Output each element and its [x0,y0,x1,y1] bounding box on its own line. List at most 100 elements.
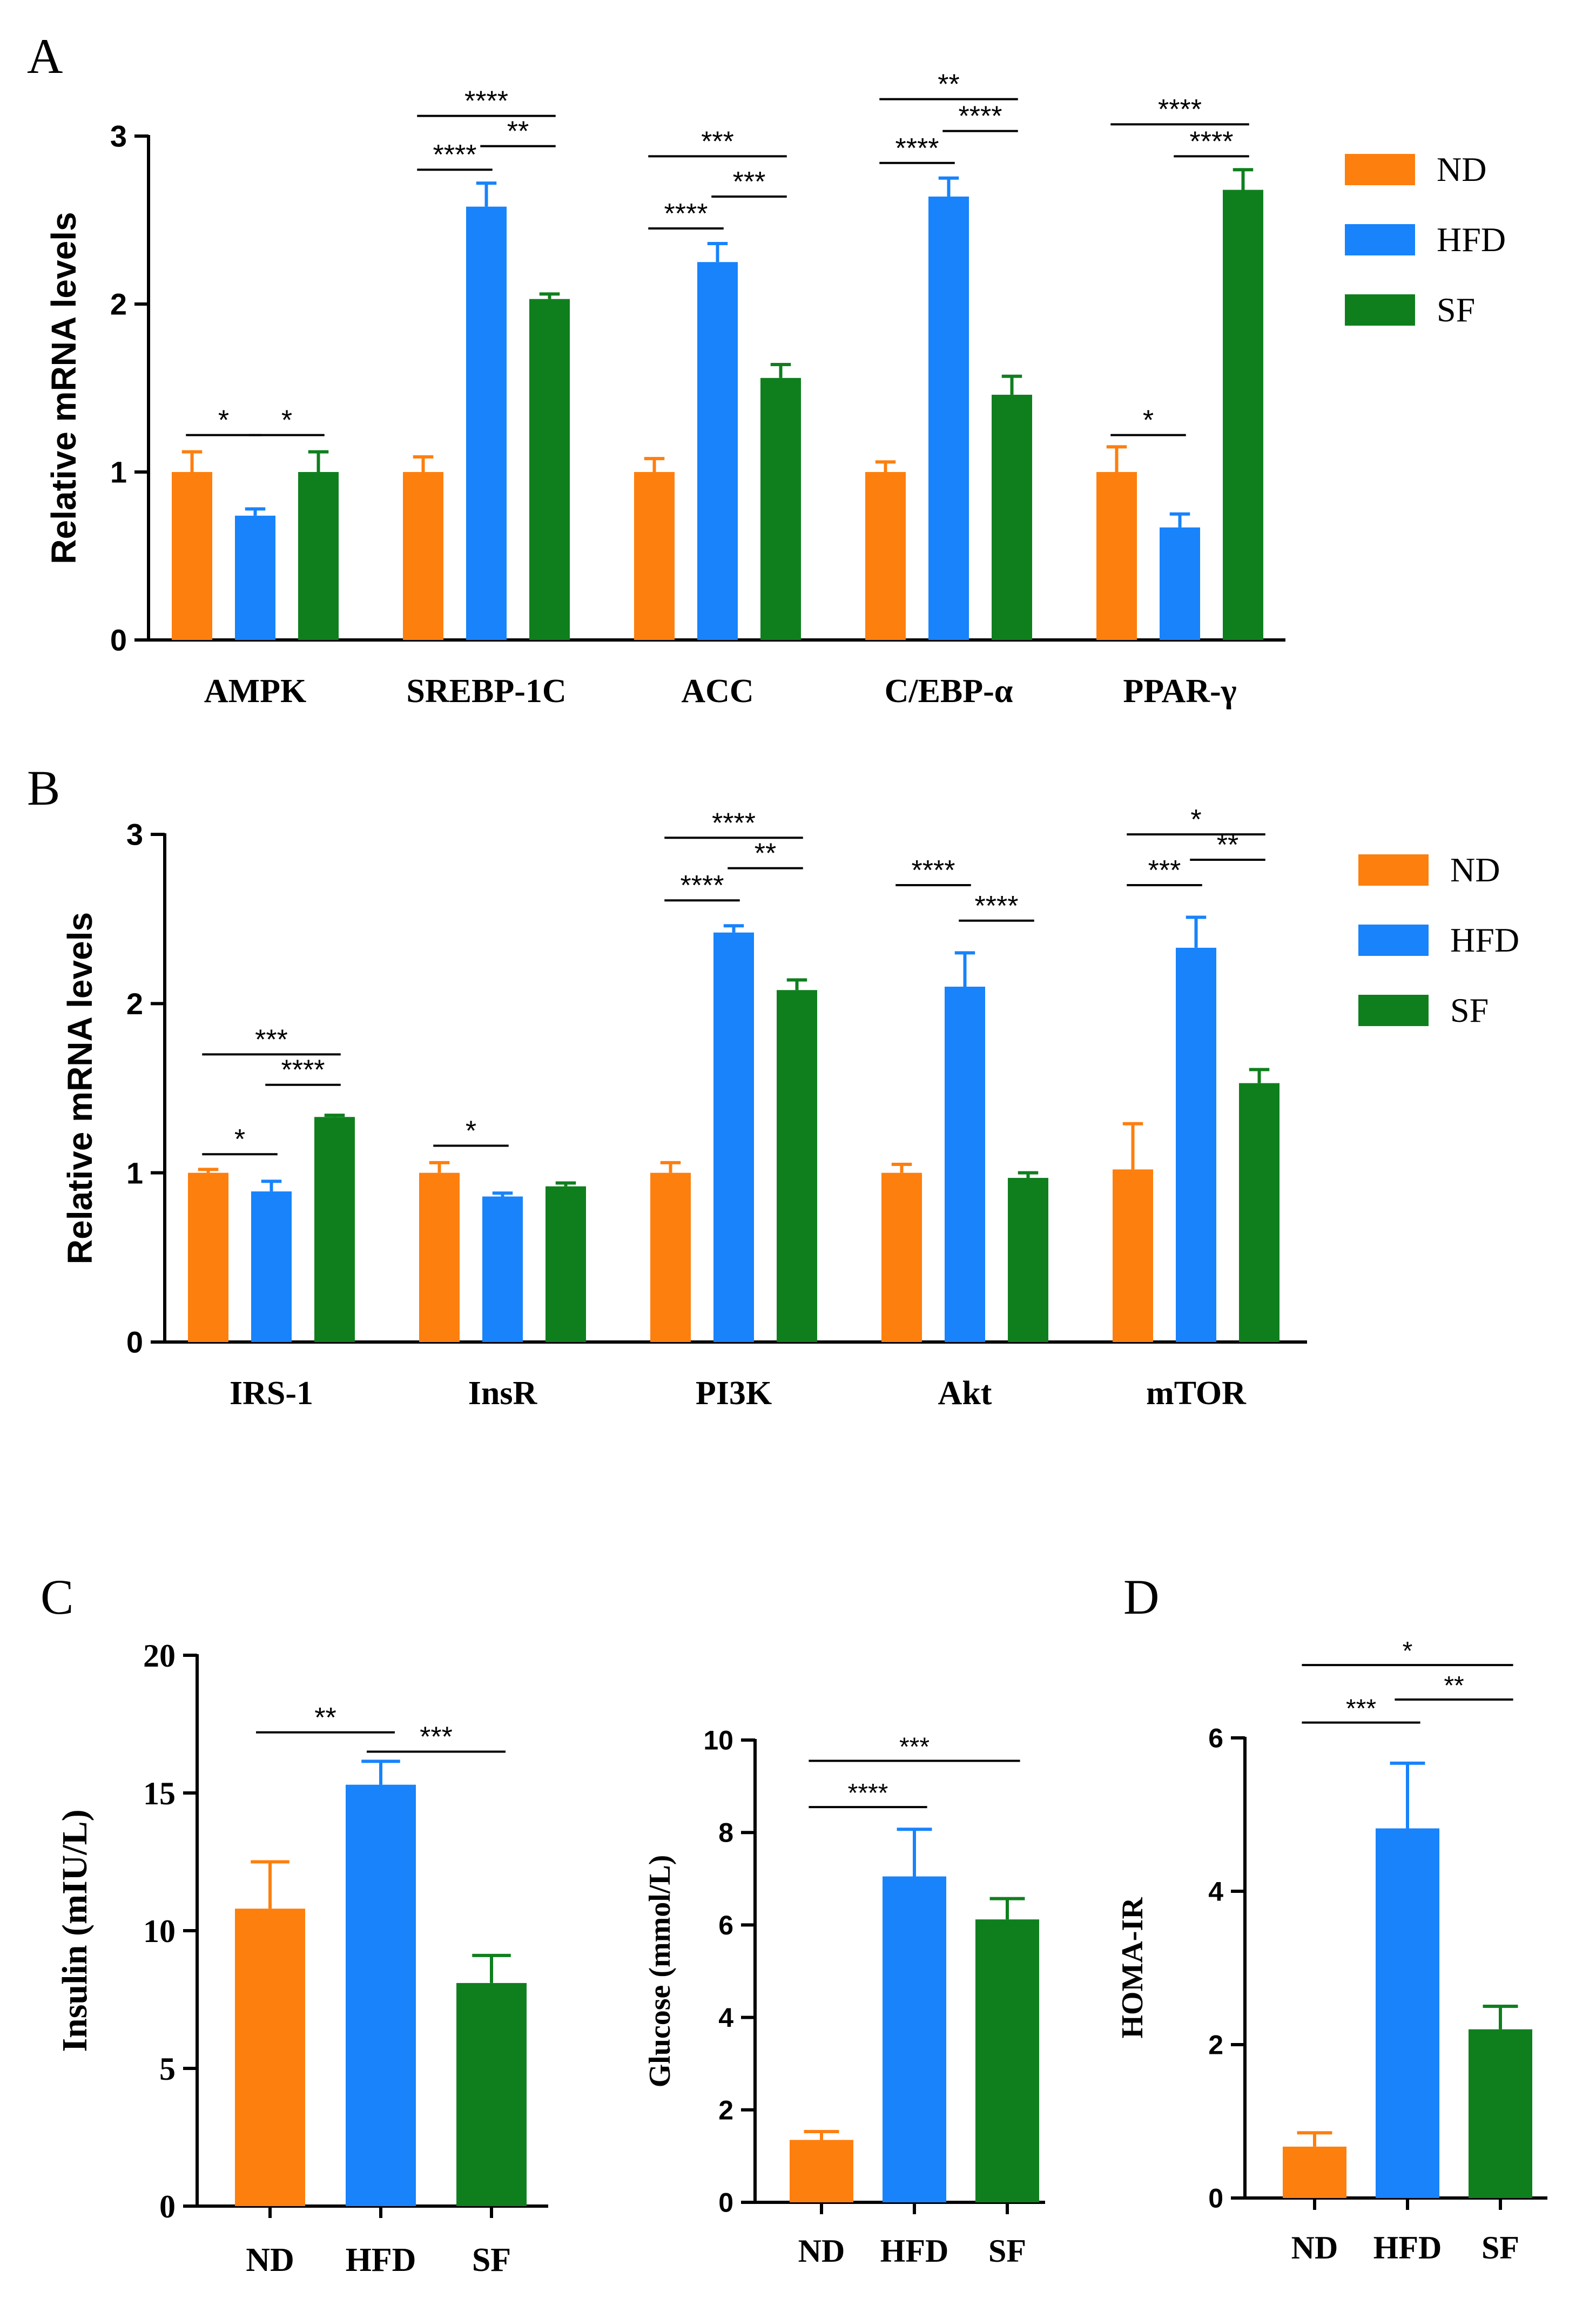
panel-b-category-label-akt: Akt [938,1375,992,1412]
chart-panel-a: 0 1 2 3 Relative mRNA levels AMPK SREBP-1C ACC C… [44,69,1285,710]
legend-a-label-sf: SF [1437,291,1475,329]
panel-a-significance: **** [879,133,955,164]
panel-a-y-axis-title: Relative mRNA levels [44,212,83,564]
panel-a-sig-3-label: ** [507,116,529,147]
panel-b-bar-mtor-hfd [1176,947,1216,1342]
panel-d-y-axis-title: HOMA-IR [1116,1897,1149,2039]
panel-a-significance: *** [711,166,787,198]
panel-label-a: A [27,29,63,84]
panel-d-category-label-nd: ND [1291,2230,1338,2266]
panel-a-bar-srebp-1c-sf [529,299,570,640]
panel-b-sig-8-label: **** [975,891,1019,922]
panel-b-bar-pi3k-nd [650,1172,691,1342]
panel-c-significance: *** [367,1722,506,1753]
panel-a-significance: **** [1110,94,1249,126]
panel-a-sig-4-label: **** [464,86,508,117]
panel-a-bar-acc-sf [760,377,801,640]
panel-a-ytick-label: 3 [110,119,127,153]
panel-c-y-axis-title: Insulin (mIU/L) [55,1809,95,2052]
panel-b-bar-insr-hfd [482,1196,523,1342]
panel-b-category-label-irs-1: IRS-1 [230,1375,313,1412]
panel-a-category-label-srebp-1c: SREBP-1C [406,673,566,710]
panel-b-sig-7-label: **** [912,855,955,886]
panel-b-bar-irs-1-sf [314,1117,355,1342]
panel-a-ytick-label: 1 [110,455,127,489]
panel-b-y-axis-title: Relative mRNA levels [60,912,99,1264]
panel-a-sig-2-label: **** [433,139,477,171]
panel-c-ytick-label: 10 [143,1913,176,1949]
panel-b-bar-insr-sf [546,1186,586,1342]
panel-b-bar-pi3k-sf [777,990,817,1342]
panel-b-sig-6-label: **** [712,807,756,839]
panel-a-bar-c-ebp-nd [865,472,906,640]
panel-a-sig-9-label: **** [959,101,1002,132]
legend-a-swatch-hfd [1345,224,1415,255]
panel-c-bar-sf [456,1983,527,2206]
panel-a-sig-0-label: * [218,405,229,436]
panel-c-glucose-ytick-label: 0 [718,2188,733,2218]
panel-b-category-label-mtor: mTOR [1146,1375,1247,1412]
panel-c-bar-nd [235,1909,305,2206]
panel-a-sig-5-label: **** [664,198,708,230]
panel-d-bar-sf [1469,2029,1532,2198]
panel-a-significance: ** [879,69,1018,100]
panel-c-category-label-sf: SF [472,2242,511,2278]
panel-a-category-label-ampk: AMPK [204,673,306,710]
panel-b-sig-9-label: *** [1148,855,1181,886]
panel-c-glucose-ytick-label: 8 [718,1818,733,1848]
chart-panel-b: 0 1 2 3 Relative mRNA levels IRS-1 InsR PI3K Akt… [60,804,1307,1412]
panel-a-category-label-c-ebp: C/EBP-α [885,673,1013,710]
panel-b-ytick-label: 2 [126,987,143,1021]
panel-d-sig-0-label: *** [1346,1695,1376,1723]
panel-c-glucose-ytick-label: 2 [718,2095,733,2125]
panel-a-bar-srebp-1c-hfd [466,206,507,640]
panel-a-bar-acc-nd [634,472,675,640]
panel-label-c: C [41,1569,73,1624]
panel-b-significance: *** [202,1024,341,1056]
panel-a-sig-13-label: **** [1158,94,1202,125]
panel-c-ytick-label: 20 [143,1638,176,1674]
panel-a-significance: **** [417,139,493,171]
panel-d-ytick-label: 4 [1208,1877,1223,1907]
panel-b-bar-insr-nd [419,1172,460,1342]
panel-b-ytick-label: 3 [126,818,143,852]
panel-a-sig-7-label: *** [701,126,734,157]
legend-b-label-hfd: HFD [1450,921,1519,959]
legend-a-swatch-sf [1345,294,1415,326]
panel-c-glucose-ytick-label: 4 [718,2003,733,2033]
panel-b-bar-akt-sf [1008,1178,1048,1342]
panel-c-ytick-label: 5 [159,2051,176,2087]
panel-a-sig-6-label: *** [733,166,766,198]
panel-a-significance: * [186,405,261,436]
panel-a-significance: * [1110,405,1186,436]
panel-a-bar-ampk-hfd [235,515,275,640]
panel-d-bar-hfd [1376,1828,1439,2198]
panel-b-sig-1-label: **** [281,1055,325,1086]
panel-a-significance: ** [480,116,556,147]
legend-b: ND HFD SF [1358,851,1519,1029]
panel-d-significance: ** [1395,1671,1513,1701]
panel-a-bar-ppar-nd [1096,472,1137,640]
panel-a-significance: **** [1174,126,1249,158]
panel-c-significance: ** [256,1702,395,1734]
legend-b-label-nd: ND [1450,851,1500,889]
panel-a-sig-1-label: * [281,405,292,436]
panel-a-category-label-ppar: PPAR-γ [1123,673,1236,710]
panel-c-glucose-bar-sf [975,1919,1039,2202]
panel-a-bar-srebp-1c-nd [403,472,443,640]
panel-b-significance: **** [664,807,803,839]
panel-c-ytick-label: 15 [143,1776,176,1811]
panel-b-significance: **** [664,870,740,902]
panel-a-ytick-label: 0 [110,623,127,657]
panel-b-bar-irs-1-nd [188,1172,228,1342]
panel-a-bar-ppar-hfd [1160,527,1200,640]
legend-a-swatch-nd [1345,154,1415,185]
panel-c-glucose-ytick-label: 6 [718,1910,733,1940]
panel-b-sig-11-label: * [1190,804,1201,835]
panel-a-significance: **** [648,198,724,230]
panel-c-glucose-category-label-hfd: HFD [880,2233,949,2269]
panel-b-ytick-label: 1 [126,1156,143,1190]
panel-a-bar-ampk-nd [172,472,212,640]
